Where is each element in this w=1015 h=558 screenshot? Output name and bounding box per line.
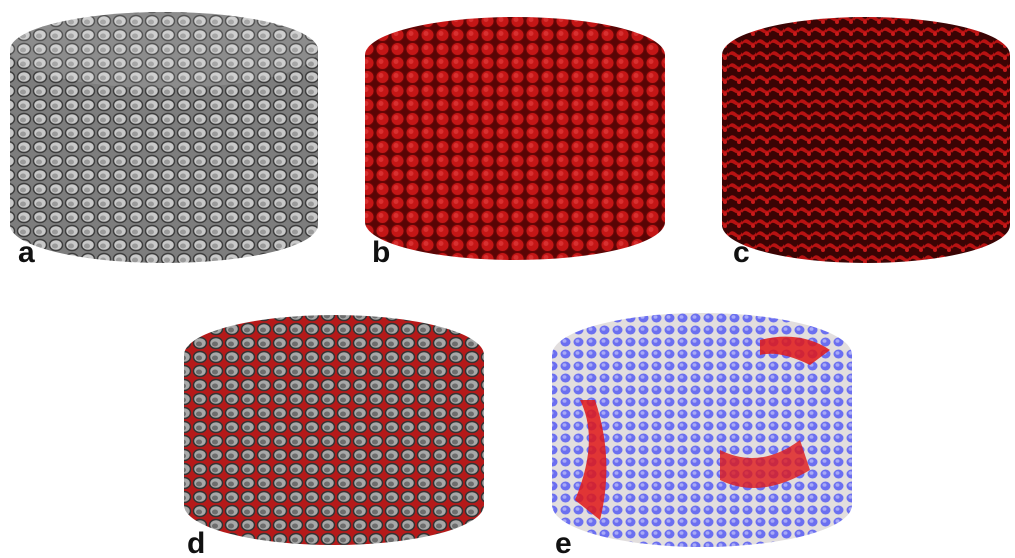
panel-label: a bbox=[18, 236, 35, 269]
panel-label: e bbox=[555, 527, 572, 558]
panel-b-image bbox=[365, 17, 665, 260]
panel-label: d bbox=[187, 527, 205, 558]
panel-label: c bbox=[733, 236, 750, 269]
panel-c-image bbox=[722, 17, 1010, 263]
panel-d-image bbox=[184, 315, 484, 545]
panel-label: b bbox=[372, 236, 390, 269]
panel-e-image bbox=[552, 313, 852, 547]
panel-a-image bbox=[10, 12, 318, 263]
figure: a b c d e bbox=[0, 0, 1015, 558]
